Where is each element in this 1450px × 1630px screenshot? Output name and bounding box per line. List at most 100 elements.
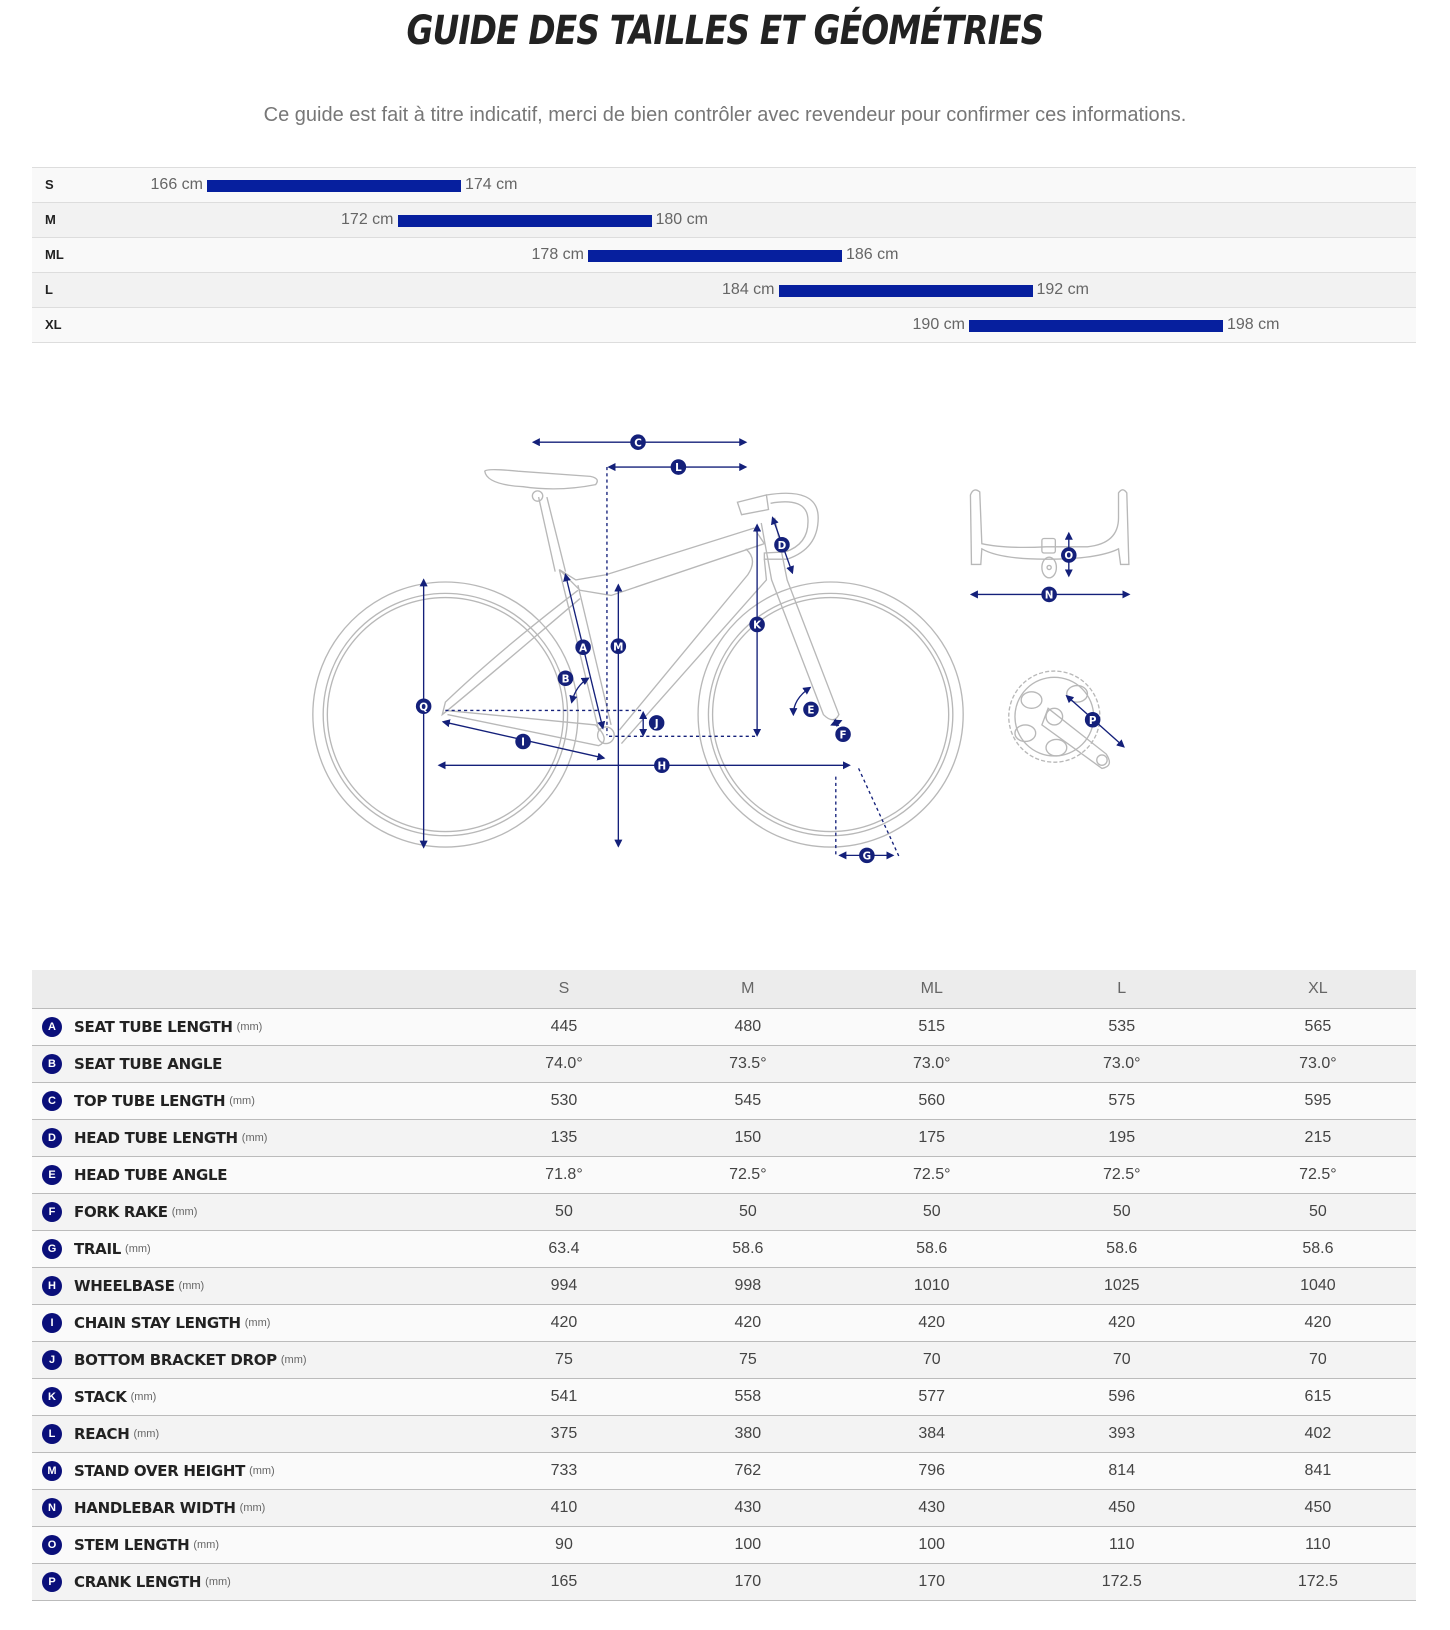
table-row: C TOP TUBE LENGTH (mm) 530 545 560 575 595 <box>32 1082 1416 1120</box>
value-cell: 596 <box>1023 1378 1220 1416</box>
value-cell: 215 <box>1219 1119 1416 1157</box>
value-cell: 165 <box>472 1563 656 1601</box>
handlebar-front-view <box>969 489 1130 579</box>
size-min-label: 178 cm <box>531 246 584 263</box>
size-label: S <box>45 177 54 192</box>
parameter-unit: (mm) <box>133 1428 160 1440</box>
value-cell: 1040 <box>1219 1267 1416 1305</box>
parameter-cell: G TRAIL (mm) <box>32 1230 472 1268</box>
value-cell: 402 <box>1219 1415 1416 1453</box>
parameter-unit: (mm) <box>125 1243 151 1255</box>
size-row-s: S 166 cm 174 cm <box>32 167 1416 202</box>
table-row: F FORK RAKE (mm) 50 50 50 50 50 <box>32 1193 1416 1231</box>
dimension-lines <box>419 438 1131 860</box>
value-cell: 58.6 <box>1219 1230 1416 1268</box>
size-label: M <box>45 212 56 227</box>
value-cell: 172.5 <box>1219 1563 1416 1601</box>
value-cell: 530 <box>472 1082 656 1120</box>
size-range-bar <box>397 215 652 227</box>
value-cell: 420 <box>472 1304 656 1342</box>
bike-drawing <box>312 468 1130 848</box>
svg-text:B: B <box>562 673 570 685</box>
size-max-label: 198 cm <box>1227 316 1280 333</box>
value-cell: 565 <box>1219 1008 1416 1046</box>
svg-text:L: L <box>675 462 682 474</box>
parameter-unit: (mm) <box>130 1391 157 1403</box>
parameter-name: BOTTOM BRACKET DROP <box>74 1351 277 1369</box>
parameter-unit: (mm) <box>205 1576 231 1588</box>
svg-text:F: F <box>840 729 847 741</box>
table-row: A SEAT TUBE LENGTH (mm) 445 480 515 535 565 <box>32 1008 1416 1046</box>
table-row: N HANDLEBAR WIDTH (mm) 410 430 430 450 450 <box>32 1489 1416 1527</box>
table-row: E HEAD TUBE ANGLE 71.8° 72.5° 72.5° 72.5° 72.5… <box>32 1156 1416 1194</box>
svg-text:I: I <box>521 737 525 749</box>
table-row: K STACK (mm) 541 558 577 596 615 <box>32 1378 1416 1416</box>
frame <box>441 468 840 747</box>
value-cell: 72.5° <box>1219 1156 1416 1194</box>
dimension-label-g: G <box>859 847 875 864</box>
table-row: G TRAIL (mm) 63.4 58.6 58.6 58.6 58.6 <box>32 1230 1416 1268</box>
value-cell: 63.4 <box>472 1230 656 1268</box>
column-header-s: S <box>472 970 656 1009</box>
value-cell: 50 <box>1023 1193 1220 1231</box>
front-wheel <box>697 581 964 848</box>
value-cell: 70 <box>839 1341 1024 1379</box>
parameter-cell: D HEAD TUBE LENGTH (mm) <box>32 1119 472 1157</box>
value-cell: 58.6 <box>1023 1230 1220 1268</box>
parameter-unit: (mm) <box>193 1539 219 1551</box>
geometry-table-header: S M ML L XL <box>32 970 1416 1009</box>
value-cell: 110 <box>1219 1526 1416 1564</box>
parameter-name: CRANK LENGTH <box>74 1573 202 1591</box>
dimension-label-a: A <box>575 639 591 656</box>
parameter-unit: (mm) <box>178 1280 205 1292</box>
value-cell: 577 <box>839 1378 1024 1416</box>
value-cell: 733 <box>472 1452 656 1490</box>
rear-wheel <box>312 581 579 848</box>
value-cell: 420 <box>655 1304 840 1342</box>
table-row: I CHAIN STAY LENGTH (mm) 420 420 420 420 420 <box>32 1304 1416 1342</box>
value-cell: 70 <box>1023 1341 1220 1379</box>
value-cell: 50 <box>472 1193 656 1231</box>
value-cell: 172.5 <box>1023 1563 1220 1601</box>
dimension-label-i: I <box>515 733 531 750</box>
svg-text:K: K <box>753 620 762 632</box>
table-row: D HEAD TUBE LENGTH (mm) 135 150 175 195 215 <box>32 1119 1416 1157</box>
value-cell: 560 <box>839 1082 1024 1120</box>
value-cell: 450 <box>1219 1489 1416 1527</box>
size-range-bar <box>778 285 1033 297</box>
size-guide: S 166 cm 174 cm M 172 cm 180 cm ML 178 cm 186 cm… <box>32 167 1416 343</box>
dimension-label-m: M <box>610 638 627 654</box>
parameter-name: FORK RAKE <box>74 1203 168 1221</box>
value-cell: 50 <box>655 1193 840 1231</box>
value-cell: 545 <box>655 1082 840 1120</box>
size-max-label: 174 cm <box>465 176 518 193</box>
table-row: B SEAT TUBE ANGLE 74.0° 73.5° 73.0° 73.0° 73.0… <box>32 1045 1416 1083</box>
value-cell: 480 <box>655 1008 840 1046</box>
parameter-key-badge: O <box>42 1535 62 1555</box>
parameter-unit: (mm) <box>249 1465 275 1477</box>
value-cell: 73.0° <box>839 1045 1024 1083</box>
value-cell: 535 <box>1023 1008 1220 1046</box>
parameter-key-badge: N <box>42 1498 62 1518</box>
value-cell: 994 <box>472 1267 656 1305</box>
value-cell: 72.5° <box>655 1156 840 1194</box>
value-cell: 58.6 <box>839 1230 1024 1268</box>
value-cell: 75 <box>472 1341 656 1379</box>
size-label: XL <box>45 317 62 332</box>
value-cell: 50 <box>839 1193 1024 1231</box>
size-max-label: 186 cm <box>846 246 899 263</box>
value-cell: 135 <box>472 1119 656 1157</box>
parameter-key-badge: G <box>42 1239 62 1259</box>
parameter-unit: (mm) <box>244 1317 271 1329</box>
dimension-label-p: P <box>1084 711 1101 728</box>
value-cell: 393 <box>1023 1415 1220 1453</box>
column-header-xl: XL <box>1219 970 1416 1009</box>
dimension-label-e: E <box>803 701 819 718</box>
value-cell: 110 <box>1023 1526 1220 1564</box>
parameter-cell: H WHEELBASE (mm) <box>32 1267 472 1305</box>
column-header-l: L <box>1023 970 1220 1009</box>
table-row: O STEM LENGTH (mm) 90 100 100 110 110 <box>32 1526 1416 1564</box>
value-cell: 384 <box>839 1415 1024 1453</box>
dimension-label-c: C <box>630 434 646 450</box>
parameter-name: HEAD TUBE ANGLE <box>74 1166 228 1184</box>
